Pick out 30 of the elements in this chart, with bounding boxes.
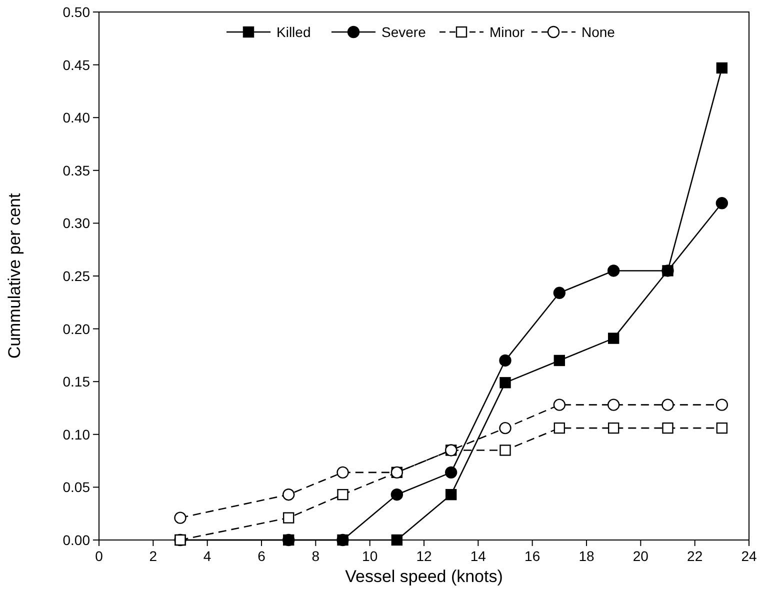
x-axis-title: Vessel speed (knots) <box>345 567 503 586</box>
y-tick-label: 0.00 <box>62 532 90 548</box>
y-tick-label: 0.40 <box>62 110 90 126</box>
y-tick-label: 0.10 <box>62 426 90 442</box>
legend-label: Killed <box>276 24 311 40</box>
y-tick-label: 0.35 <box>62 162 90 178</box>
y-tick-label: 0.05 <box>62 479 90 496</box>
y-tick-label: 0.15 <box>62 374 90 390</box>
x-tick-label: 6 <box>258 548 266 564</box>
y-axis-title: Cummulative per cent <box>5 193 24 359</box>
legend-label: Severe <box>382 24 426 40</box>
x-tick-label: 24 <box>741 548 757 564</box>
x-tick-label: 2 <box>149 548 158 564</box>
x-tick-label: 8 <box>312 548 320 564</box>
legend-label: None <box>582 24 616 40</box>
y-tick-label: 0.25 <box>62 268 90 284</box>
x-tick-label: 18 <box>578 548 594 564</box>
x-tick-label: 0 <box>95 548 104 564</box>
y-tick-label: 0.45 <box>62 56 90 73</box>
x-tick-label: 20 <box>632 548 649 564</box>
x-tick-label: 4 <box>203 548 212 564</box>
x-tick-label: 12 <box>416 548 432 564</box>
y-tick-label: 0.30 <box>62 215 90 232</box>
y-tick-label: 0.50 <box>62 4 90 20</box>
x-tick-label: 10 <box>362 548 378 564</box>
x-tick-label: 16 <box>524 548 540 564</box>
legend-label: Minor <box>490 24 525 40</box>
y-tick-label: 0.20 <box>62 320 90 337</box>
x-tick-label: 22 <box>687 548 703 564</box>
x-tick-label: 14 <box>470 548 486 564</box>
